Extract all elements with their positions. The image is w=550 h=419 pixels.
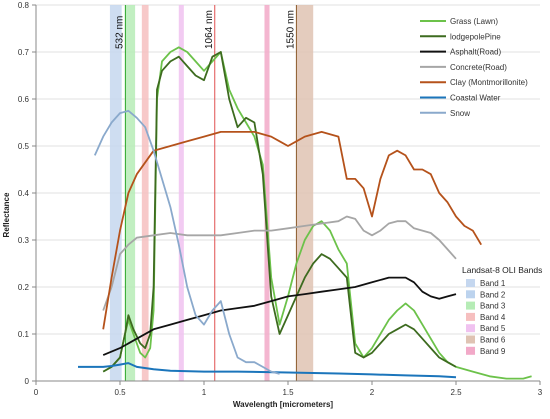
- y-axis-label: Reflectance: [2, 192, 11, 237]
- band-legend-swatch: [466, 301, 475, 310]
- legend-label: Concrete(Road): [450, 63, 507, 72]
- x-tick-label: 1.5: [282, 388, 294, 397]
- annotation-labels: 532 nm 1064 nm 1550 nm: [114, 10, 296, 49]
- x-axis-label: Wavelength [micrometers]: [233, 400, 334, 409]
- band-legend-label: Band 6: [480, 336, 506, 345]
- y-tick-label: 0.7: [18, 48, 30, 57]
- series-line: [102, 276, 457, 356]
- legend-label: Clay (Montmorillonite): [450, 78, 528, 87]
- band-legend-swatch: [466, 346, 475, 355]
- band-legend-label: Band 5: [480, 324, 506, 333]
- axes: [32, 4, 541, 385]
- y-tick-label: 0: [25, 377, 30, 386]
- series-legend: Grass (Lawn) lodgepolePine Asphalt(Road) Co…: [420, 17, 528, 118]
- band-legend-swatch: [466, 335, 475, 344]
- band-shade: [109, 5, 122, 381]
- x-tick-label: 0: [34, 388, 39, 397]
- x-tick-label: 3: [538, 388, 543, 397]
- band-legend-swatch: [466, 279, 475, 287]
- band-legend-swatch: [466, 290, 475, 299]
- series-lines: [78, 46, 532, 380]
- legend-label: Grass (Lawn): [450, 17, 498, 26]
- legend-label: lodgepolePine: [450, 32, 501, 41]
- series-line: [93, 109, 280, 375]
- band-shade: [264, 5, 270, 381]
- legend-label: Asphalt(Road): [450, 48, 501, 57]
- band-legend-swatch: [466, 312, 475, 321]
- band-legend-label: Band 2: [480, 290, 506, 299]
- series-line: [78, 362, 457, 379]
- y-tick-label: 0.8: [18, 1, 30, 10]
- x-tick-label: 2.5: [450, 388, 462, 397]
- y-tick-label: 0.3: [18, 236, 30, 245]
- band-shade: [296, 5, 314, 381]
- band-shade: [178, 5, 184, 381]
- band-shade: [125, 5, 136, 381]
- band-legend-label: Band 1: [480, 279, 506, 288]
- tick-labels: 0 0.5 1 1.5 2 2.5 3 0 0.1 0.2 0.3 0.4 0.5 0.6 0.7 0.8: [18, 1, 543, 397]
- bands-legend-title: Landsat-8 OLI Bands: [462, 265, 542, 275]
- series-line: [102, 215, 457, 311]
- y-tick-label: 0.6: [18, 95, 30, 104]
- y-tick-label: 0.1: [18, 330, 30, 339]
- annotation-lines: [124, 5, 297, 381]
- y-tick-label: 0.4: [18, 189, 30, 198]
- bands-legend: Landsat-8 OLI Bands Band 1 Band 2 Band 3 Ba…: [462, 265, 542, 356]
- x-tick-label: 2: [370, 388, 375, 397]
- series-line: [102, 130, 482, 330]
- legend-label: Coastal Water: [450, 94, 501, 103]
- annotation-label: 532 nm: [114, 16, 125, 49]
- band-legend-label: Band 3: [480, 302, 506, 311]
- y-tick-label: 0.5: [18, 142, 30, 151]
- series-line: [102, 51, 457, 373]
- legend-label: Snow: [450, 109, 470, 118]
- y-tick-label: 0.2: [18, 283, 30, 292]
- x-tick-label: 1: [202, 388, 207, 397]
- annotation-label: 1550 nm: [285, 10, 296, 49]
- band-legend-label: Band 4: [480, 313, 506, 322]
- x-tick-label: 0.5: [114, 388, 126, 397]
- band-legend-swatch: [466, 324, 475, 333]
- annotation-label: 1064 nm: [204, 10, 215, 49]
- band-legend-label: Band 9: [480, 347, 506, 356]
- band-shade: [141, 5, 149, 381]
